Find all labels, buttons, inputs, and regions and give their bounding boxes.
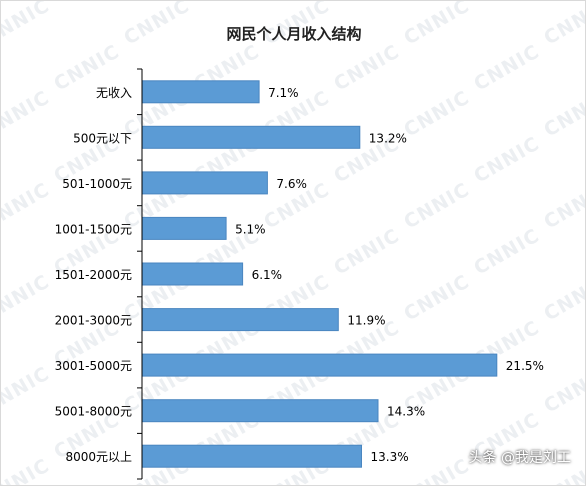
bar — [141, 125, 361, 149]
bar — [141, 353, 498, 377]
category-label: 2001-3000元 — [55, 314, 132, 328]
data-label: 14.3% — [387, 405, 425, 419]
chart-title: 网民个人月收入结构 — [226, 25, 362, 43]
bar — [141, 399, 379, 423]
bar — [141, 444, 362, 468]
data-label: 5.1% — [235, 222, 266, 236]
data-label: 21.5% — [506, 359, 544, 373]
bar — [141, 171, 268, 195]
category-label: 1001-1500元 — [55, 222, 132, 236]
credit-watermark: 头条 @我是刘工 — [468, 450, 571, 466]
category-label: 1501-2000元 — [55, 268, 132, 282]
data-label: 7.6% — [276, 177, 307, 191]
category-label: 8000元以上 — [65, 450, 132, 464]
bar — [141, 80, 260, 104]
category-label: 无收入 — [96, 86, 132, 100]
data-label: 7.1% — [268, 86, 299, 100]
data-label: 6.1% — [252, 268, 283, 282]
category-label: 3001-5000元 — [55, 359, 132, 373]
category-label: 500元以下 — [73, 131, 132, 145]
bar — [141, 216, 227, 240]
category-label: 501-1000元 — [62, 177, 132, 191]
data-label: 13.3% — [371, 450, 409, 464]
data-label: 13.2% — [369, 131, 407, 145]
data-label: 11.9% — [347, 314, 385, 328]
bar — [141, 262, 244, 286]
bar — [141, 308, 339, 332]
category-label: 5001-8000元 — [55, 405, 132, 419]
